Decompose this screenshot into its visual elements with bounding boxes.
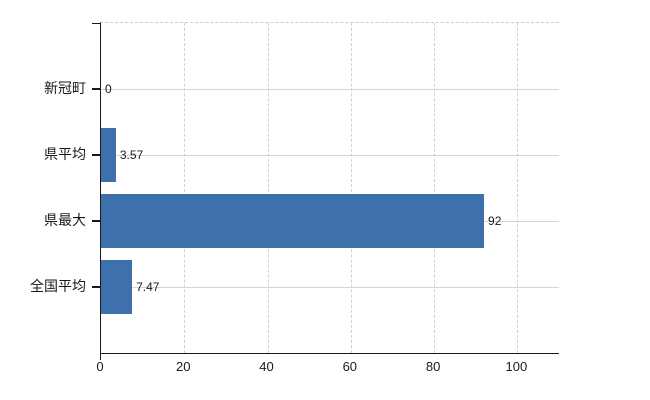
bar-value-label: 0: [105, 82, 112, 96]
y-axis-label: 新冠町: [44, 80, 86, 96]
x-axis-tick-label: 60: [342, 359, 358, 374]
h-gridline: [101, 154, 559, 156]
y-tick-mark: [92, 154, 100, 156]
bar-value-label: 7.47: [136, 280, 160, 294]
y-tick-mark: [92, 286, 100, 288]
y-tick-mark: [92, 220, 100, 222]
chart-bar: [101, 128, 116, 182]
y-tick-mark: [92, 88, 100, 90]
v-gridline: [434, 23, 436, 353]
v-gridline: [517, 23, 519, 353]
y-axis-label: 県平均: [44, 146, 86, 162]
x-axis-tick-label: 0: [96, 359, 104, 374]
bar-value-label: 92: [488, 214, 502, 228]
v-gridline: [184, 23, 186, 353]
x-axis-tick-label: 40: [259, 359, 274, 374]
y-axis-label: 県最大: [44, 212, 86, 228]
x-axis-tick-label: 80: [425, 359, 441, 374]
y-axis-label: 全国平均: [30, 278, 86, 294]
y-axis-top-tick-mark: [92, 22, 100, 24]
h-gridline: [101, 88, 559, 90]
x-axis-tick-label: 20: [176, 359, 191, 374]
x-tick-mark-zero: [99, 353, 101, 360]
chart-bar: [101, 194, 485, 248]
v-gridline: [350, 23, 352, 353]
v-gridline: [267, 23, 269, 353]
chart-bar: [101, 260, 133, 314]
x-axis-tick-label: 100: [505, 359, 528, 374]
plot-area: 0 3.57 92 7.47: [92, 22, 559, 360]
bar-value-label: 3.57: [119, 148, 144, 162]
h-gridline: [101, 286, 559, 288]
